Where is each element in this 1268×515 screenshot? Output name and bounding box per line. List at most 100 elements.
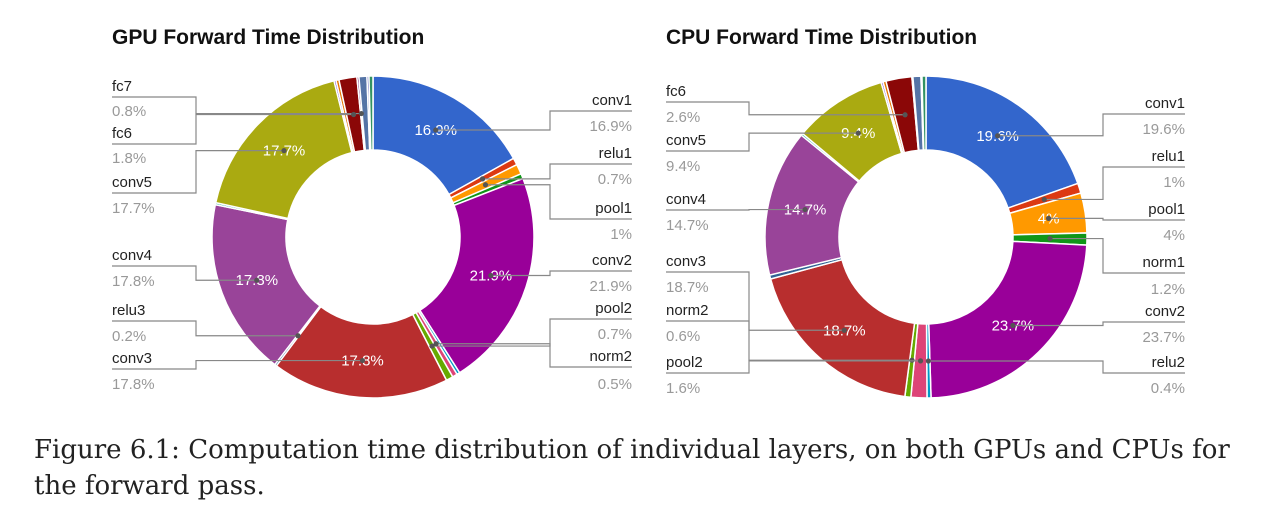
cpu-leader-dot-conv2: [1010, 322, 1016, 329]
gpu-label-value-conv1: 16.9%: [589, 118, 632, 135]
cpu-leader-dot-fc6: [902, 112, 908, 118]
gpu-slice-conv4: [211, 203, 321, 366]
cpu-label-value-conv3: 18.7%: [666, 279, 709, 296]
cpu-label-value-conv1: 19.6%: [1142, 121, 1185, 138]
gpu-label-name-relu1: relu1: [599, 145, 632, 162]
cpu-leader-conv1: [997, 113, 1185, 137]
cpu-label-name-pool2: pool2: [666, 354, 703, 371]
cpu-leader-dot-conv4: [802, 206, 808, 213]
gpu-label-name-fc7: fc7: [112, 78, 132, 95]
gpu-label-name-pool2: pool2: [595, 300, 632, 317]
figure-caption: Figure 6.1: Computation time distributio…: [34, 435, 1230, 501]
cpu-leader-dot-norm2: [909, 357, 915, 363]
cpu-label-value-conv2: 23.7%: [1142, 329, 1185, 346]
gpu-leader-dot-fc7: [358, 110, 364, 117]
gpu-label-name-fc6: fc6: [112, 125, 132, 142]
gpu-label-name-conv1: conv1: [592, 92, 632, 109]
gpu-leader-dot-conv1: [433, 127, 439, 133]
cpu-label-value-relu2: 0.4%: [1151, 380, 1185, 397]
gpu-label-value-conv2: 21.9%: [589, 278, 632, 295]
gpu-leader-dot-fc6: [351, 111, 357, 118]
gpu-slice-conv3: [275, 305, 448, 399]
cpu-leader-dot-conv3: [841, 327, 847, 333]
cpu-label-value-norm2: 0.6%: [666, 328, 700, 345]
cpu-label-name-relu1: relu1: [1152, 148, 1185, 165]
gpu-leader-dot-conv3: [359, 357, 366, 364]
cpu-label-name-norm2: norm2: [666, 302, 709, 319]
gpu-leader-dot-conv2: [488, 272, 494, 279]
gpu-label-value-relu1: 0.7%: [598, 171, 632, 188]
cpu-donut-chart: CPU Forward Time Distribution 19.6% 23.7% 1…: [666, 26, 1185, 399]
cpu-label-name-conv1: conv1: [1145, 95, 1185, 112]
gpu-leader-norm2: [436, 343, 632, 368]
gpu-leader-dot-conv5: [281, 148, 287, 154]
gpu-leader-fc7: [112, 96, 362, 115]
gpu-leader-conv5: [112, 150, 285, 194]
cpu-leader-conv3: [666, 271, 845, 331]
gpu-label-name-conv4: conv4: [112, 247, 152, 264]
gpu-leader-pool2: [431, 318, 632, 347]
cpu-label-name-pool1: pool1: [1148, 201, 1185, 218]
gpu-leader-fc6: [112, 113, 354, 145]
cpu-label-name-conv4: conv4: [666, 191, 706, 208]
gpu-leader-conv4: [112, 265, 257, 281]
figure-canvas: GPU Forward Time Distribution 16.9% 21.9% 1…: [112, 26, 1185, 399]
cpu-leader-pool1: [1048, 217, 1185, 221]
cpu-label-value-norm1: 1.2%: [1151, 281, 1185, 298]
cpu-leader-dot-relu1: [1041, 196, 1047, 203]
gpu-leader-dot-pool1: [482, 182, 489, 188]
cpu-label-name-relu2: relu2: [1152, 354, 1185, 371]
cpu-leader-dot-conv1: [995, 133, 1001, 139]
gpu-slice-fc8: [368, 75, 374, 151]
cpu-chart-title: CPU Forward Time Distribution: [666, 26, 977, 49]
gpu-label-name-relu3: relu3: [112, 302, 145, 319]
cpu-leader-pool2: [666, 360, 921, 374]
cpu-leader-dot-pool2: [917, 358, 924, 364]
gpu-leader-dot-relu1: [479, 176, 486, 182]
gpu-label-name-conv3: conv3: [112, 350, 152, 367]
cpu-leader-norm2: [666, 320, 913, 361]
gpu-label-value-fc7: 0.8%: [112, 103, 146, 120]
cpu-slice-conv2: [927, 240, 1088, 399]
cpu-label-value-pool2: 1.6%: [666, 380, 700, 397]
gpu-leader-dot-norm2: [433, 341, 439, 347]
gpu-leader-conv1: [435, 110, 632, 131]
gpu-label-value-conv5: 17.7%: [112, 200, 155, 217]
gpu-label-value-pool2: 0.7%: [598, 326, 632, 343]
gpu-donut-chart: GPU Forward Time Distribution 16.9% 21.9% 1…: [112, 26, 632, 399]
cpu-label-name-norm1: norm1: [1142, 254, 1185, 271]
gpu-chart-title: GPU Forward Time Distribution: [112, 26, 424, 49]
gpu-leader-relu3: [112, 320, 298, 337]
gpu-label-value-relu3: 0.2%: [112, 328, 146, 345]
gpu-label-value-conv3: 17.8%: [112, 376, 155, 393]
cpu-label-value-pool1: 4%: [1163, 227, 1185, 244]
cpu-label-value-relu1: 1%: [1163, 174, 1185, 191]
cpu-label-value-conv4: 14.7%: [666, 217, 709, 234]
gpu-leader-dot-conv4: [254, 277, 260, 283]
cpu-leader-relu2: [928, 360, 1185, 374]
cpu-leader-dot-pool1: [1045, 215, 1052, 221]
cpu-label-name-conv3: conv3: [666, 253, 706, 270]
gpu-label-name-conv5: conv5: [112, 174, 152, 191]
cpu-leader-norm1: [1049, 237, 1185, 274]
gpu-leader-conv2: [490, 270, 632, 277]
cpu-leader-relu1: [1044, 166, 1185, 201]
gpu-leader-pool1: [485, 184, 632, 220]
cpu-leader-conv5: [666, 132, 859, 152]
gpu-leader-dot-relu3: [295, 333, 301, 339]
gpu-slice-conv2: [418, 177, 535, 374]
cpu-label-name-conv5: conv5: [666, 132, 706, 149]
gpu-leader-conv3: [112, 359, 363, 370]
cpu-slice-fc8: [921, 75, 927, 151]
gpu-label-name-conv2: conv2: [592, 252, 632, 269]
gpu-leader-dot-pool2: [429, 343, 435, 349]
gpu-label-value-norm2: 0.5%: [598, 376, 632, 393]
cpu-slice-conv1: [925, 75, 1079, 210]
cpu-label-name-fc6: fc6: [666, 83, 686, 100]
gpu-label-name-pool1: pool1: [595, 200, 632, 217]
cpu-label-value-conv5: 9.4%: [666, 158, 700, 175]
cpu-label-value-fc6: 2.6%: [666, 109, 700, 126]
gpu-label-name-norm2: norm2: [589, 348, 632, 365]
gpu-leader-relu1: [482, 163, 632, 180]
gpu-label-value-fc6: 1.8%: [112, 150, 146, 167]
